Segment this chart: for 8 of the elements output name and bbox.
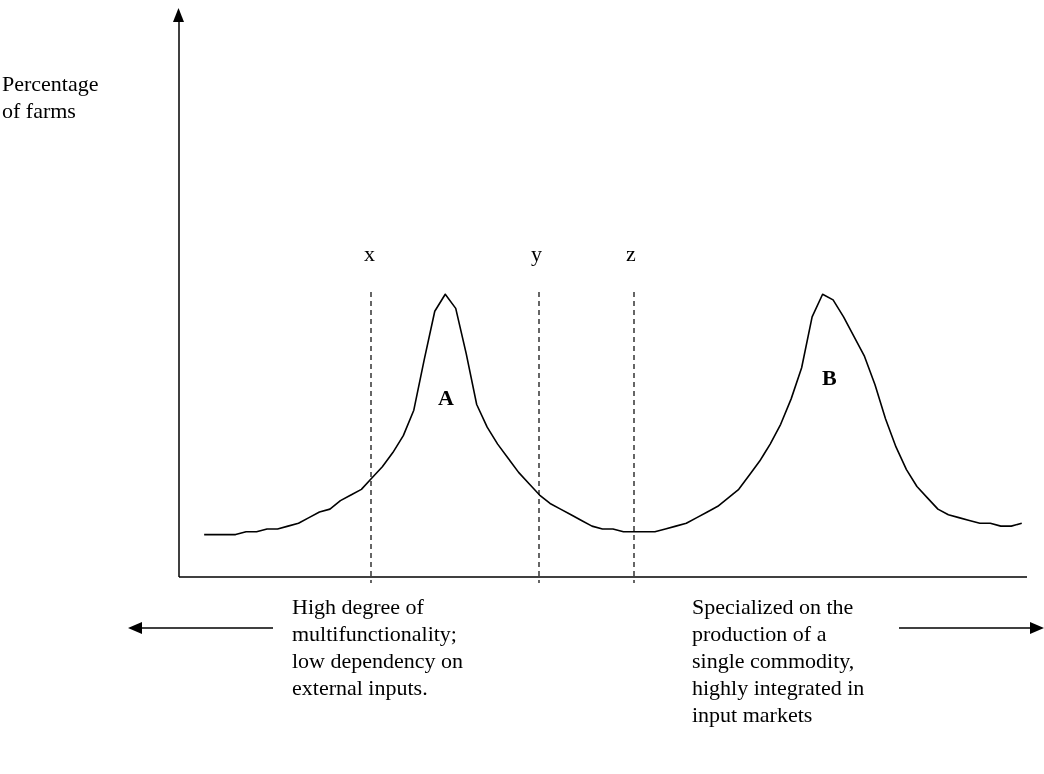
text: Specialized on the production of a single commodity, highly integrated in input markets	[692, 593, 865, 728]
text: Percentage of farms	[2, 70, 99, 124]
text: High degree of multifunctionality; low dependency on external inputs.	[292, 593, 464, 701]
annotation: B	[822, 364, 837, 391]
annotation: A	[438, 384, 454, 411]
text: x	[364, 240, 375, 267]
text: y	[531, 240, 542, 267]
text: z	[626, 240, 636, 267]
